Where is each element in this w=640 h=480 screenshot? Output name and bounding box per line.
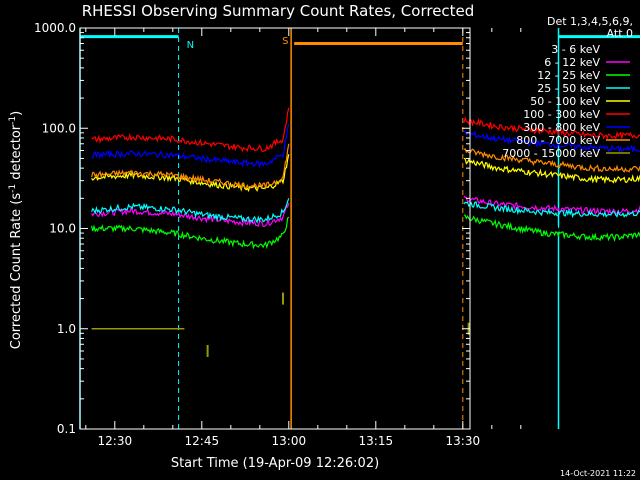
legend-label: 6 - 12 keV — [544, 56, 600, 69]
series-4 — [91, 154, 640, 193]
y-label-part-2: detector — [9, 124, 24, 184]
series-2 — [91, 214, 640, 250]
series-line — [91, 154, 290, 193]
legend-label: 25 - 50 keV — [537, 82, 600, 95]
series-1 — [91, 195, 640, 228]
x-axis-label: Start Time (19-Apr-09 12:26:02) — [171, 456, 379, 471]
legend-label: 7000 - 15000 keV — [502, 147, 600, 160]
series-line — [91, 123, 290, 169]
series-7 — [91, 143, 640, 190]
x-tick-label: 13:30 — [446, 434, 481, 448]
y-tick-label: 10.0 — [49, 222, 76, 236]
footer-date: 14-Oct-2021 11:22 — [560, 469, 636, 478]
x-axis-ticks: 12:30 12:45 13:00 13:15 13:30 — [85, 28, 522, 448]
series-line — [91, 216, 290, 250]
annotation-n: N — [187, 40, 194, 51]
legend-label: 300 - 800 keV — [523, 121, 600, 134]
series-line — [463, 148, 640, 173]
y-tick-label: 1.0 — [57, 322, 76, 336]
chart-title: RHESSI Observing Summary Count Rates, Co… — [82, 2, 475, 20]
series-line — [91, 143, 290, 190]
series-line — [463, 214, 640, 242]
y-tick-label: 0.1 — [57, 422, 76, 436]
legend-header-1: Det 1,3,4,5,6,9, — [547, 15, 633, 28]
series-line — [463, 116, 640, 141]
series-lines — [91, 107, 640, 357]
series-0 — [91, 207, 640, 245]
legend-label: 12 - 25 keV — [537, 69, 600, 82]
y-label-sup-2: -1 — [8, 116, 18, 125]
series-8 — [91, 292, 470, 357]
x-tick-label: 13:15 — [359, 434, 394, 448]
series-line — [463, 207, 640, 236]
annotation-s: S — [282, 36, 288, 47]
legend-header-2: Att 0 — [607, 27, 633, 40]
series-5 — [91, 107, 640, 153]
y-axis-ticks: 0.1 1.0 10.0 100.0 1000.0 — [34, 21, 470, 436]
x-tick-label: 12:30 — [98, 434, 133, 448]
series-line — [91, 202, 290, 228]
series-6 — [91, 123, 640, 169]
legend-label: 50 - 100 keV — [530, 95, 600, 108]
series-line — [463, 201, 640, 219]
legend-label: 3 - 6 keV — [551, 43, 600, 56]
series-3 — [91, 198, 640, 224]
legend-label: 800 - 7000 keV — [516, 134, 600, 147]
series-line — [91, 216, 290, 245]
series-line — [463, 130, 640, 154]
y-label-sup-1: -1 — [8, 184, 18, 193]
x-tick-label: 12:45 — [185, 434, 220, 448]
y-label-part-3: ) — [9, 111, 24, 116]
y-label-part-1: Corrected Count Rate (s — [9, 193, 24, 350]
y-tick-label: 1000.0 — [34, 21, 76, 35]
series-line — [91, 107, 290, 153]
series-line — [463, 157, 640, 185]
y-axis-label: Corrected Count Rate (s-1 detector-1) — [8, 111, 24, 349]
legend-label: 100 - 300 keV — [523, 108, 600, 121]
y-tick-label: 100.0 — [42, 121, 76, 135]
series-line — [91, 198, 290, 224]
x-tick-label: 13:00 — [272, 434, 307, 448]
